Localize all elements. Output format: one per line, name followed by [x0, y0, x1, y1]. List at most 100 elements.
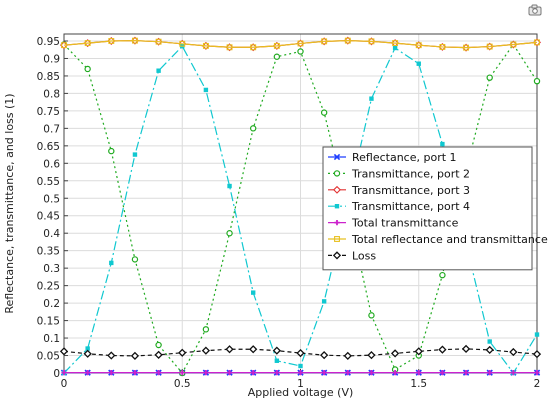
data-point [202, 42, 209, 49]
y-axis-title: Reflectance, transmittance, and loss (1) [3, 93, 16, 313]
y-tick-label: 0.95 [37, 36, 60, 48]
data-point [155, 341, 162, 349]
data-point [461, 344, 471, 354]
data-point [509, 347, 518, 357]
data-point [61, 42, 67, 49]
legend: Reflectance, port 1 Transmittance, port 2… [322, 146, 548, 271]
data-point [132, 37, 138, 44]
data-point [463, 44, 469, 51]
data-point [179, 370, 185, 376]
data-point [392, 370, 398, 376]
data-point [320, 109, 328, 116]
data-point [368, 370, 375, 376]
data-point [369, 96, 374, 101]
data-point [155, 38, 162, 45]
data-point [415, 42, 422, 49]
data-point [486, 43, 493, 50]
data-point [202, 326, 210, 333]
data-point [273, 53, 281, 60]
legend-box [322, 146, 533, 271]
data-point [534, 39, 540, 46]
legend-item: Total transmittance [328, 217, 459, 230]
data-point [226, 370, 233, 376]
data-point [84, 40, 91, 47]
data-point [273, 42, 280, 49]
series-line [63, 40, 538, 49]
y-tick-label: 0.85 [37, 71, 60, 83]
data-point [156, 370, 162, 376]
legend-marker [334, 236, 340, 242]
data-point [392, 40, 399, 47]
y-tick-label: 0.3 [43, 263, 60, 275]
data-point [203, 87, 209, 93]
data-point [416, 61, 421, 66]
data-point [130, 351, 140, 360]
data-point [439, 43, 446, 50]
series-4 [61, 370, 540, 376]
y-tick-label: 0.4 [43, 228, 60, 240]
data-point [344, 37, 351, 44]
legend-label: Transmittance, port 3 [351, 184, 470, 197]
data-point [345, 370, 351, 376]
data-point [392, 45, 398, 51]
legend-label: Transmittance, port 2 [351, 167, 470, 180]
data-point [225, 345, 234, 354]
legend-marker [333, 170, 341, 177]
x-tick-label: 2 [534, 378, 541, 390]
x-tick-label: 1 [297, 378, 304, 390]
data-point [154, 350, 163, 359]
data-point [510, 370, 516, 376]
x-tick-label: 1.5 [410, 378, 427, 390]
y-tick-label: 0.35 [37, 246, 60, 258]
legend-marker [333, 185, 341, 194]
data-point [321, 370, 327, 376]
legend-item: Reflectance, port 1 [328, 151, 457, 164]
data-point [343, 351, 352, 360]
series-line [63, 348, 538, 357]
data-point [368, 312, 375, 319]
data-point [533, 77, 541, 85]
legend-marker [334, 204, 340, 209]
y-tick-label: 0.05 [37, 351, 60, 363]
data-point [132, 152, 138, 157]
data-point [203, 370, 209, 376]
legend-item: Transmittance, port 2 [328, 167, 470, 180]
y-tick-label: 0.1 [43, 333, 60, 345]
data-point [84, 65, 91, 73]
legend-item: Transmittance, port 3 [328, 184, 470, 197]
data-point [297, 40, 304, 47]
x-tick-label: 0 [61, 378, 68, 390]
y-tick-label: 0.9 [43, 53, 60, 65]
data-point [59, 347, 69, 356]
data-point [85, 370, 91, 376]
data-point [156, 68, 161, 73]
data-point [178, 348, 187, 357]
y-tick-label: 0.55 [37, 176, 60, 188]
data-point [487, 339, 492, 344]
x-tick-label: 0.5 [174, 378, 191, 390]
legend-item: Total reflectance and transmittance [328, 233, 548, 246]
data-point [250, 370, 256, 376]
data-point [249, 345, 258, 354]
data-point [249, 125, 257, 132]
y-tick-label: 0.25 [37, 281, 60, 293]
y-tick-label: 0.2 [43, 298, 60, 310]
data-point [438, 345, 447, 354]
data-point [486, 74, 493, 81]
y-tick-label: 0.45 [37, 211, 60, 223]
y-axis-ticks: 0 0.05 0.1 0.15 0.2 0.25 0.3 0.35 0.4 0.45 0.5 0.55… [37, 36, 68, 380]
legend-label: Transmittance, port 4 [351, 200, 470, 213]
data-point [201, 346, 211, 355]
data-point [251, 290, 256, 295]
data-point [132, 370, 138, 376]
camera-icon[interactable] [528, 3, 542, 17]
data-point [297, 370, 304, 376]
data-point [439, 271, 446, 279]
y-tick-label: 0.5 [43, 193, 60, 205]
y-tick-label: 0.65 [37, 141, 60, 153]
data-point [439, 370, 445, 376]
legend-item: Transmittance, port 4 [328, 200, 470, 213]
data-point [83, 349, 92, 358]
data-point [321, 299, 327, 304]
legend-marker [334, 220, 340, 226]
